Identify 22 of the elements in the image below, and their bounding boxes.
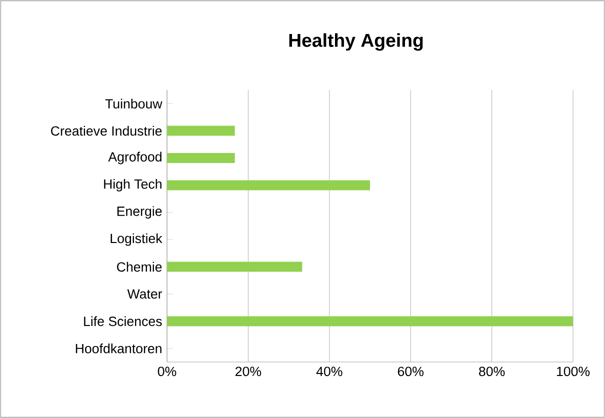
y-tick-label: Life Sciences — [84, 316, 162, 326]
x-tick-label: 80% — [479, 366, 505, 376]
y-tick-label: Tuinbouw — [105, 98, 162, 108]
y-tick-label: Agrofood — [108, 152, 162, 164]
x-tick-label: 0% — [158, 366, 176, 376]
bar — [167, 126, 235, 136]
bar — [167, 153, 235, 164]
x-tick-label: 100% — [556, 366, 590, 376]
bar — [167, 180, 370, 190]
y-tick-label: Water — [127, 289, 162, 299]
x-tick-label: 20% — [236, 366, 262, 376]
bar — [167, 316, 574, 326]
y-tick-label: Chemie — [117, 262, 162, 272]
y-tick-label: Hoofdkantoren — [76, 344, 162, 354]
x-tick-label: 40% — [316, 366, 342, 376]
x-tick-label: 60% — [398, 366, 424, 376]
y-tick-label: Creatieve Industrie — [51, 126, 162, 136]
y-tick-label: Energie — [117, 206, 162, 219]
y-tick-label: Logistiek — [110, 233, 162, 246]
bar — [167, 262, 302, 272]
chart-title: Healthy Ageing — [289, 33, 423, 51]
y-tick-label: High Tech — [104, 178, 162, 192]
